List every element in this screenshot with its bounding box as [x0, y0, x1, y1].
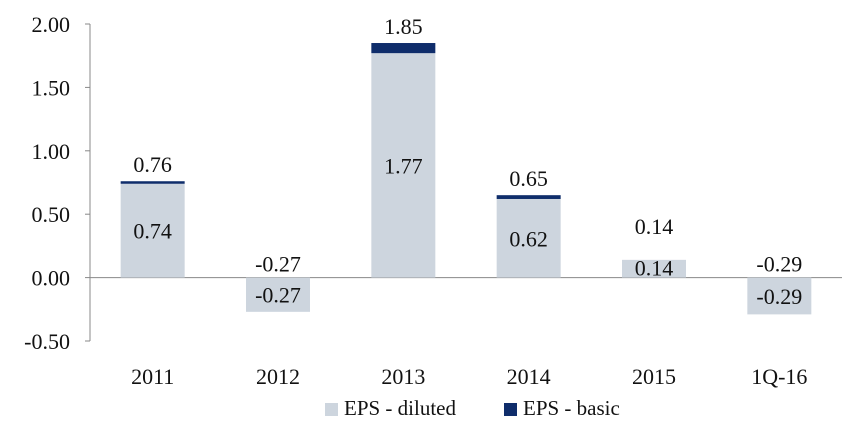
legend-swatch	[325, 403, 338, 416]
data-label-basic: -0.27	[255, 252, 301, 277]
bar-eps-diluted	[747, 277, 812, 315]
x-tick-label: 2015	[632, 364, 676, 389]
bar-eps-basic	[246, 277, 310, 279]
bar-eps-basic	[496, 195, 561, 199]
data-label-diluted: -0.27	[255, 283, 301, 308]
data-label-diluted: 0.62	[509, 226, 548, 251]
bar-eps-diluted	[371, 53, 436, 278]
x-tick-label: 2011	[131, 364, 174, 389]
legend-label: EPS - basic	[523, 396, 620, 420]
bar-eps-basic	[120, 181, 185, 184]
x-tick-label: 2013	[381, 364, 425, 389]
data-label-basic: -0.29	[756, 252, 802, 277]
y-tick-label: 1.00	[32, 139, 71, 164]
y-tick-label: 0.50	[32, 202, 71, 227]
bar-eps-diluted	[496, 198, 561, 278]
x-tick-label: 1Q-16	[751, 364, 807, 389]
x-tick-label: 2014	[507, 364, 551, 389]
bar-eps-basic	[371, 43, 436, 54]
bar-eps-basic	[747, 277, 811, 279]
bar-eps-diluted	[246, 277, 310, 312]
legend-swatch	[504, 403, 517, 416]
x-tick-label: 2012	[256, 364, 300, 389]
data-label-basic: 1.85	[384, 14, 423, 39]
bar-eps-diluted	[120, 183, 185, 278]
legend-label: EPS - diluted	[344, 396, 457, 420]
data-label-basic: 0.76	[133, 152, 172, 177]
y-tick-label: 0.00	[32, 266, 71, 291]
data-label-basic: 0.65	[509, 166, 548, 191]
data-label-diluted: 0.74	[133, 219, 172, 244]
data-label-diluted: 0.14	[635, 256, 674, 281]
data-label-basic: 0.14	[635, 214, 674, 239]
bar-eps-diluted	[622, 259, 686, 278]
data-label-diluted: 1.77	[384, 153, 423, 178]
data-label-diluted: -0.29	[756, 284, 802, 309]
y-tick-label: 2.00	[32, 12, 71, 37]
y-tick-label: 1.50	[32, 75, 71, 100]
y-tick-label: -0.50	[24, 329, 70, 354]
